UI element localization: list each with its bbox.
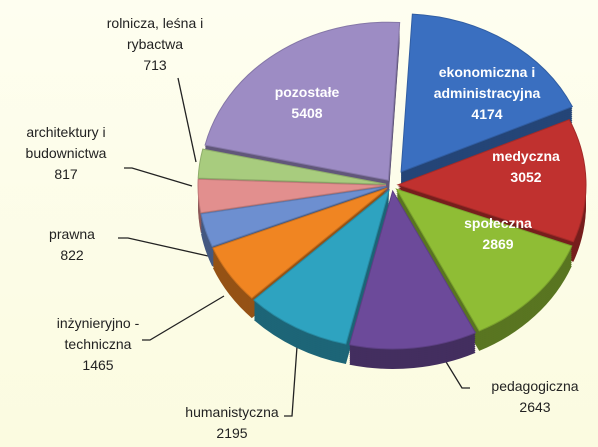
category-label: architektury i budownictwa [25,124,107,161]
value-label: 2643 [519,399,551,415]
slice [204,21,401,181]
category-label: społeczna [464,215,532,231]
value-label: 1465 [82,357,114,373]
value-label: 822 [60,247,84,263]
slice [200,186,387,247]
data-label: prawna 822 [22,224,122,266]
slice [197,148,387,185]
data-label: społeczna 2869 [443,213,553,255]
category-label: inżynieryjno - techniczna [56,315,140,352]
category-label: prawna [49,226,95,242]
slice [197,178,387,214]
slice [396,119,587,243]
data-label: pozostałe 5408 [252,82,362,124]
category-label: pedagogiczna [491,378,579,394]
leader-line [118,237,209,257]
value-label: 713 [143,57,167,73]
value-label: 4174 [471,106,503,122]
slice [348,189,477,350]
leader-line [439,351,470,389]
category-label: rolnicza, leśna i rybactwa [106,15,204,52]
category-label: pozostałe [274,84,340,100]
slice [212,187,388,299]
value-label: 3052 [510,169,542,185]
data-label: inżynieryjno - techniczna 1465 [33,313,163,376]
leader-line [142,295,225,341]
data-label: pedagogiczna 2643 [470,376,598,418]
value-label: 5408 [291,105,323,121]
slice [253,188,390,345]
value-label: 817 [54,166,78,182]
data-label: architektury i budownictwa 817 [0,122,132,185]
leader-line [177,77,197,163]
slice [400,13,574,173]
data-label: medyczna 3052 [471,146,581,188]
data-label: ekonomiczna i administracyjna 4174 [407,62,567,125]
value-label: 2195 [216,425,248,441]
category-label: ekonomiczna i administracyjna [433,64,541,101]
leader-line [124,167,193,187]
category-label: medyczna [492,148,560,164]
slice [395,188,573,332]
data-label: humanistyczna 2195 [162,402,302,444]
value-label: 2869 [482,236,514,252]
category-label: humanistyczna [185,404,279,420]
data-label: rolnicza, leśna i rybactwa 713 [80,13,230,76]
